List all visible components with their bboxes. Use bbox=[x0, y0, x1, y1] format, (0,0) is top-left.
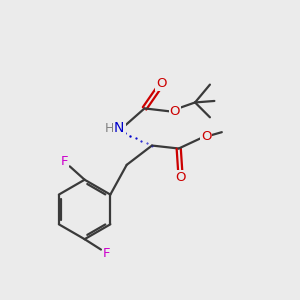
Text: F: F bbox=[103, 247, 111, 260]
Text: O: O bbox=[175, 171, 185, 184]
Text: O: O bbox=[156, 76, 167, 90]
Text: O: O bbox=[169, 105, 180, 118]
Text: H: H bbox=[105, 122, 114, 135]
Text: F: F bbox=[61, 155, 68, 168]
Text: N: N bbox=[114, 121, 124, 135]
Text: O: O bbox=[201, 130, 211, 143]
